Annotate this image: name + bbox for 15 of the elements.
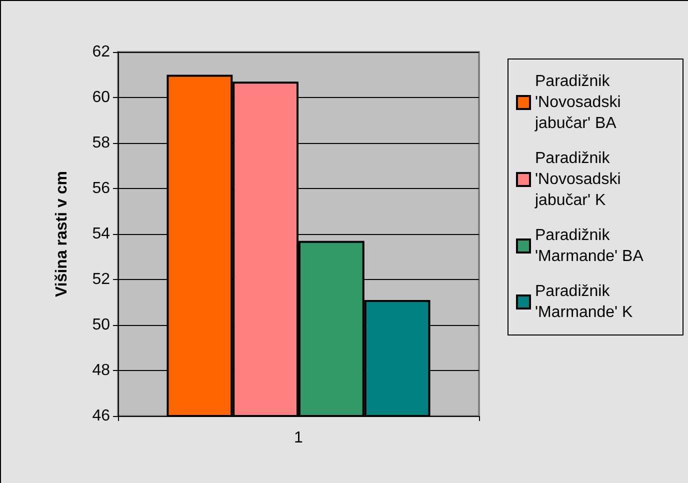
y-tick-label: 62 (92, 44, 110, 60)
y-tick-label: 58 (92, 134, 110, 152)
y-tick-label: 60 (92, 89, 110, 106)
y-tick-label: 52 (92, 271, 110, 288)
legend-label: Paradižnik 'Marmande' BA (535, 227, 644, 265)
y-tick-label: 54 (92, 226, 110, 242)
y-tick-label: 56 (92, 180, 110, 197)
legend-label: Paradižnik 'Novosadski jabučar' BA (534, 73, 626, 132)
y-tick-label: 46 (92, 408, 110, 424)
y-tick-label: 50 (92, 316, 110, 334)
y-tick-label: 48 (92, 362, 110, 379)
legend-label: Paradižnik 'Novosadski jabučar' K (534, 150, 626, 209)
y-axis-title: Višina rasti v cm (54, 171, 70, 297)
x-tick-label: 1 (294, 430, 304, 446)
legend-label: Paradižnik 'Marmande' K (535, 283, 634, 321)
